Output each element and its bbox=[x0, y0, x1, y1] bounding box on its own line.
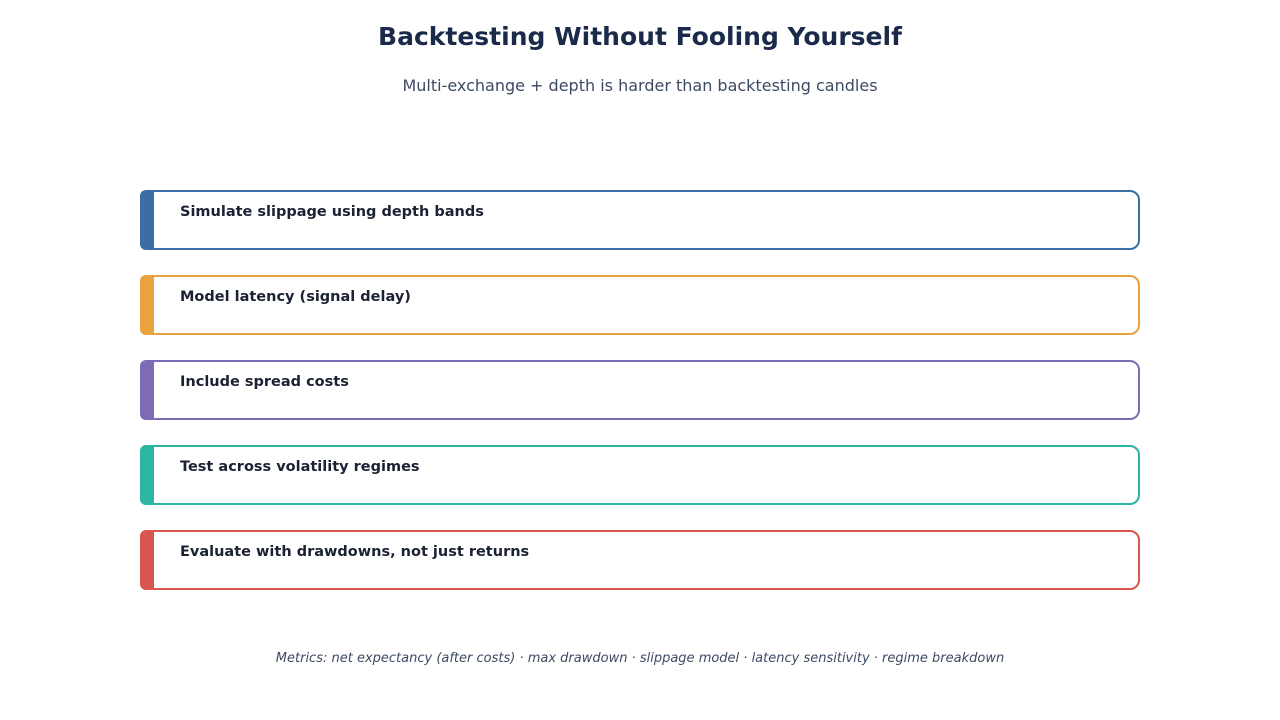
checklist-card: Model latency (signal delay) bbox=[140, 275, 1140, 335]
checklist-card: Test across volatility regimes bbox=[140, 445, 1140, 505]
accent-bar bbox=[140, 190, 154, 250]
accent-bar bbox=[140, 530, 154, 590]
card-label: Simulate slippage using depth bands bbox=[180, 204, 484, 220]
accent-bar bbox=[140, 445, 154, 505]
subtitle: Multi-exchange + depth is harder than ba… bbox=[402, 76, 878, 95]
footer: Metrics: net expectancy (after costs) · … bbox=[275, 651, 1005, 666]
checklist-card: Simulate slippage using depth bands bbox=[140, 190, 1140, 250]
accent-bar bbox=[140, 360, 154, 420]
accent-bar bbox=[140, 275, 154, 335]
card-label: Test across volatility regimes bbox=[180, 459, 420, 475]
checklist-card: Include spread costs bbox=[140, 360, 1140, 420]
title: Backtesting Without Fooling Yourself bbox=[378, 22, 902, 51]
card-label: Include spread costs bbox=[180, 374, 349, 390]
card-label: Model latency (signal delay) bbox=[180, 289, 411, 305]
card-label: Evaluate with drawdowns, not just return… bbox=[180, 544, 530, 560]
checklist-card: Evaluate with drawdowns, not just return… bbox=[140, 530, 1140, 590]
